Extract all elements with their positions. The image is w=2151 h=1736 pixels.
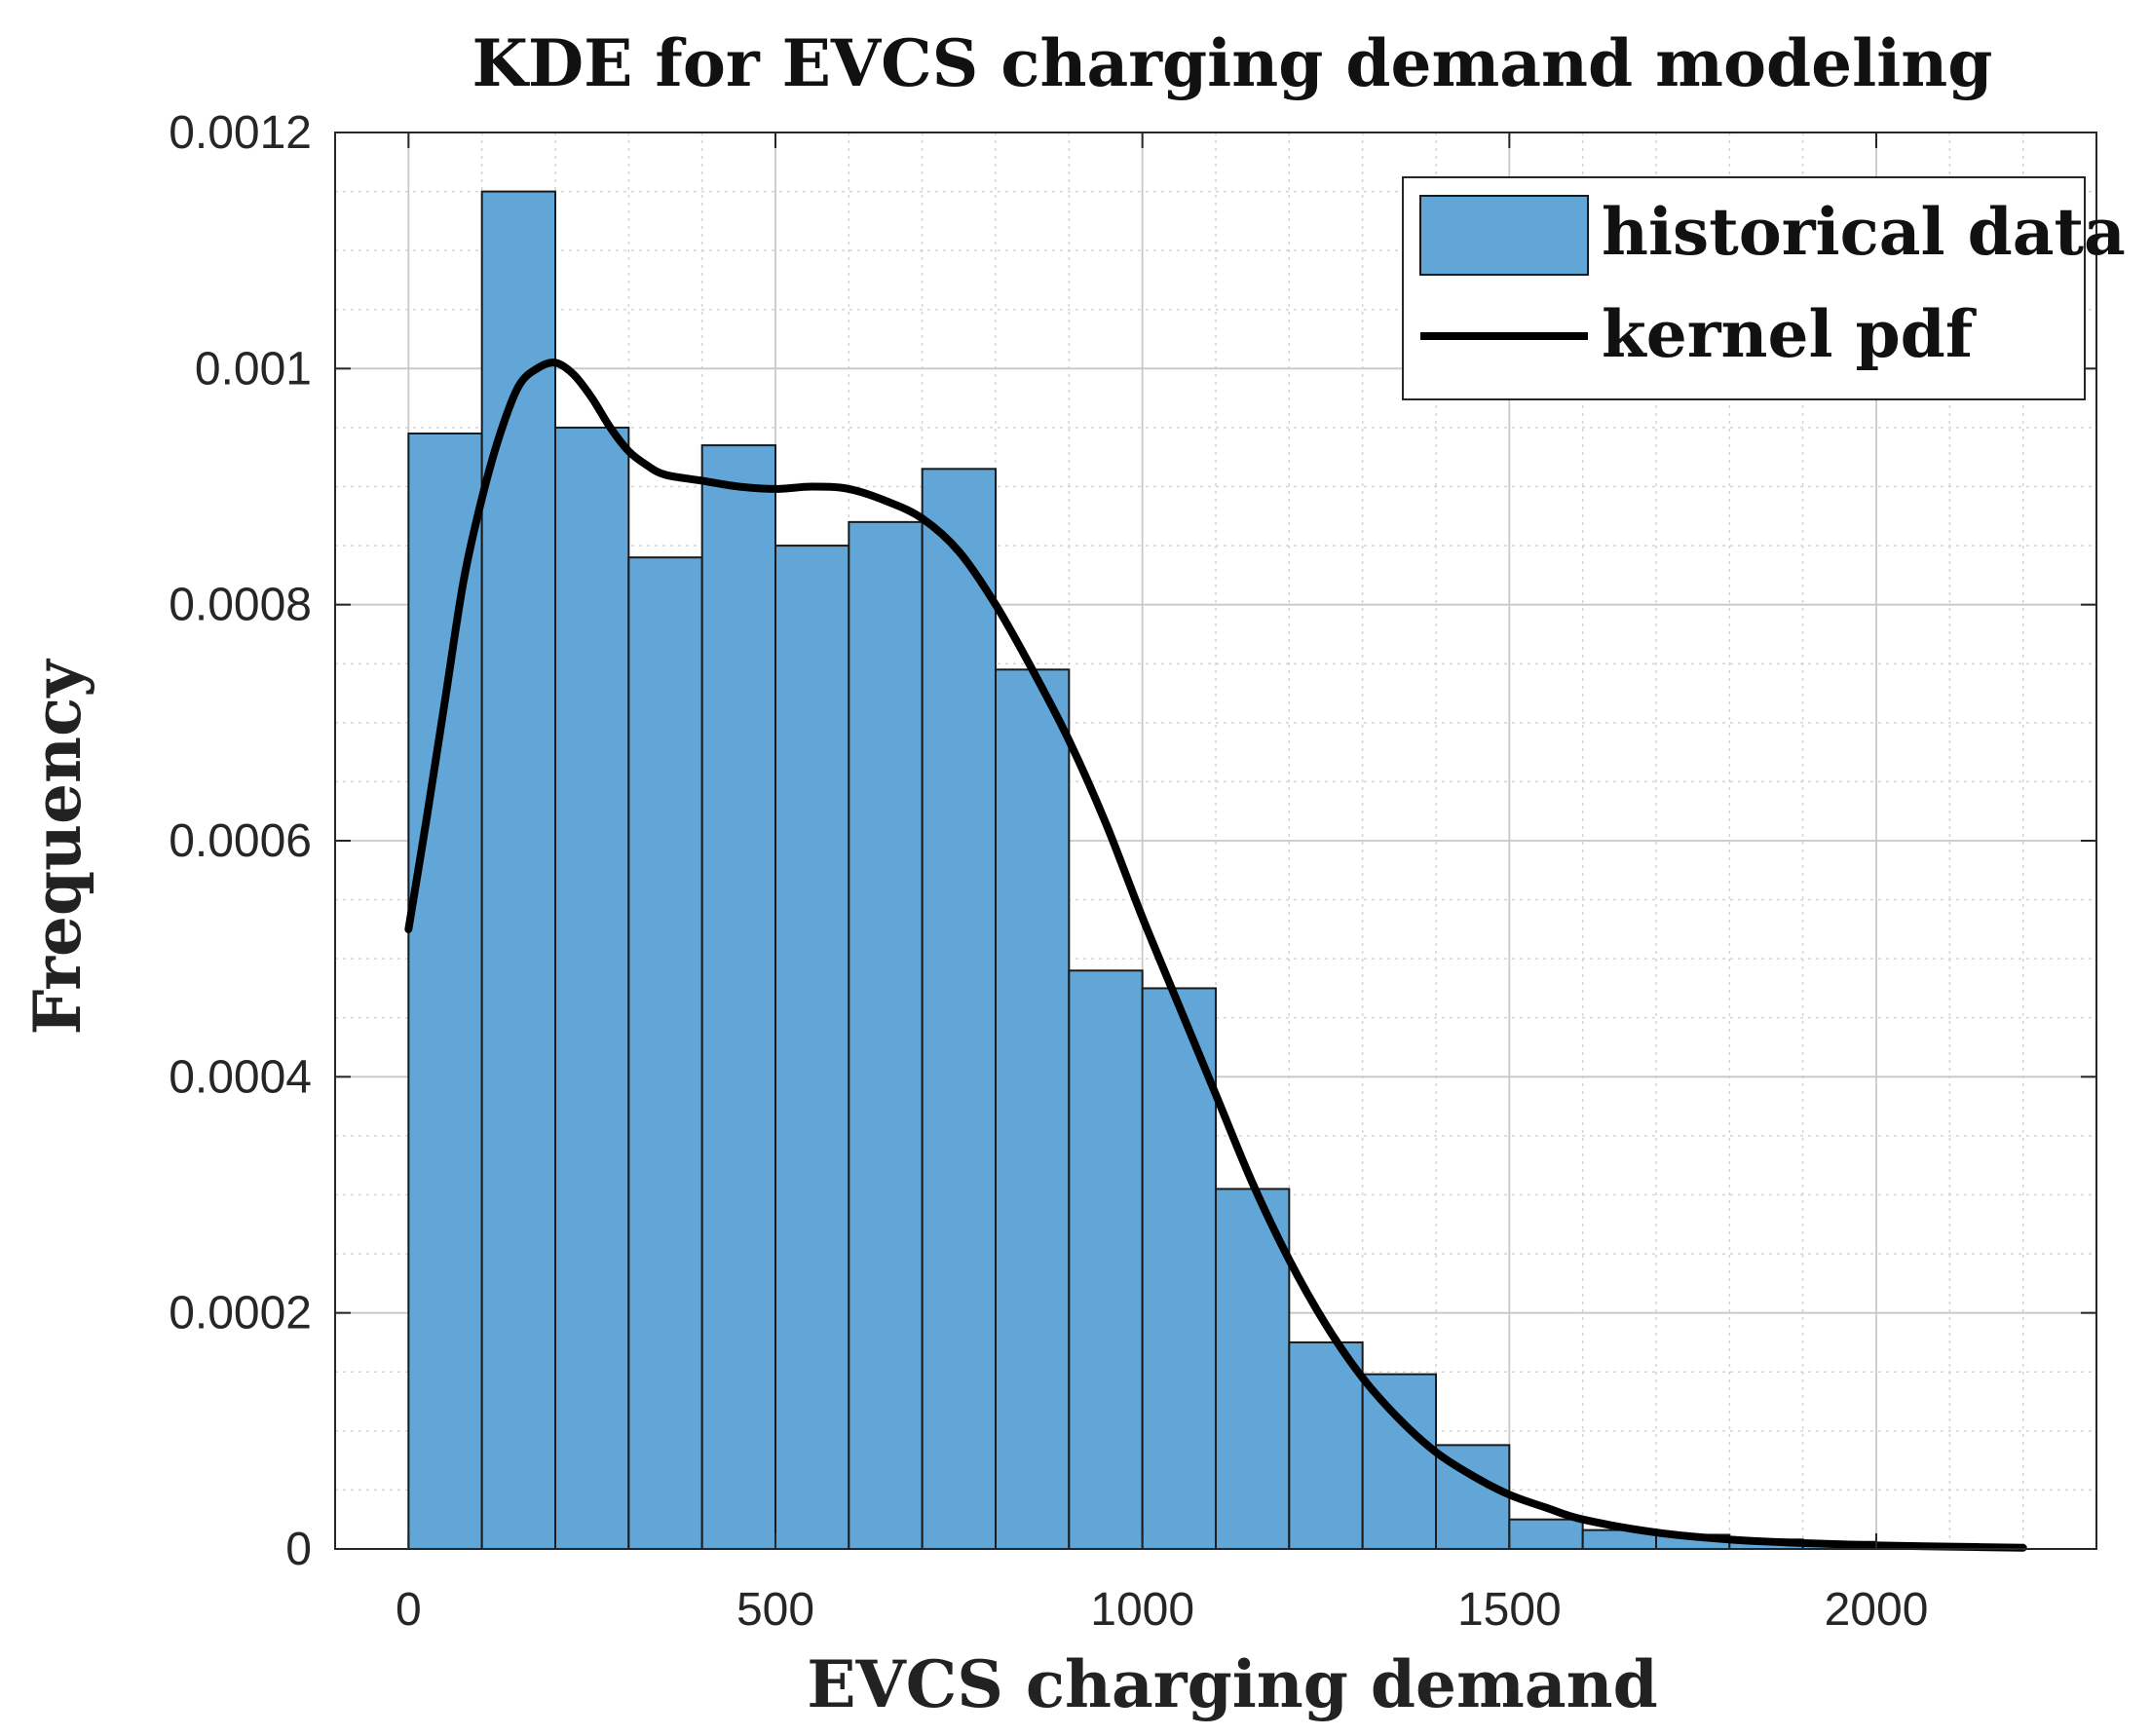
y-axis-label: Frequency [19, 659, 95, 1036]
x-axis-label: EVCS charging demand [807, 1646, 1658, 1722]
histogram-bar [774, 545, 850, 1550]
legend-label-kernel-pdf: kernel pdf [1602, 296, 1977, 372]
y-tick-label: 0.0002 [169, 1288, 312, 1340]
y-tick-label: 0 [285, 1524, 312, 1575]
y-tick-label: 0.0012 [169, 107, 312, 159]
histogram-bar [921, 468, 998, 1551]
histogram-bar [1068, 969, 1144, 1550]
histogram-bar [1508, 1518, 1584, 1551]
chart-title: KDE for EVCS charging demand modeling [472, 25, 1993, 101]
histogram-bar [554, 426, 630, 1551]
histogram-bar [1215, 1188, 1291, 1550]
x-tick-label: 1000 [1090, 1584, 1194, 1636]
y-tick-label: 0.0008 [169, 580, 312, 631]
axis-ticks [335, 132, 2096, 1550]
histogram-bar [848, 520, 924, 1550]
histogram-bar [627, 556, 703, 1550]
y-tick-label: 0.0006 [169, 815, 312, 867]
histogram-bar [480, 190, 556, 1550]
kernel-pdf-curve [404, 359, 2027, 1552]
kernel-pdf-line [404, 359, 2027, 1552]
histogram-bar [1288, 1340, 1364, 1551]
x-tick-label: 500 [736, 1584, 814, 1636]
histogram-bars [407, 190, 2024, 1551]
histogram-bar [700, 444, 777, 1550]
legend: historical data kernel pdf [1402, 176, 2126, 400]
x-tick-label: 0 [396, 1584, 422, 1636]
histogram-bar [407, 432, 483, 1551]
histogram-bar [995, 668, 1071, 1550]
x-tick-label: 2000 [1825, 1584, 1929, 1636]
y-tick-label: 0.001 [195, 343, 312, 395]
x-tick-labels: 0 500 1000 1500 2000 [396, 1584, 1928, 1636]
y-tick-labels: 0 0.0002 0.0004 0.0006 0.0008 0.001 0.0012 [169, 107, 312, 1575]
y-tick-label: 0.0004 [169, 1051, 312, 1103]
x-tick-label: 1500 [1457, 1584, 1562, 1636]
legend-swatch-historical-data [1419, 195, 1589, 276]
legend-label-historical-data: historical data [1602, 194, 2126, 270]
histogram-bar [1141, 987, 1217, 1550]
histogram-bar [1361, 1373, 1437, 1550]
